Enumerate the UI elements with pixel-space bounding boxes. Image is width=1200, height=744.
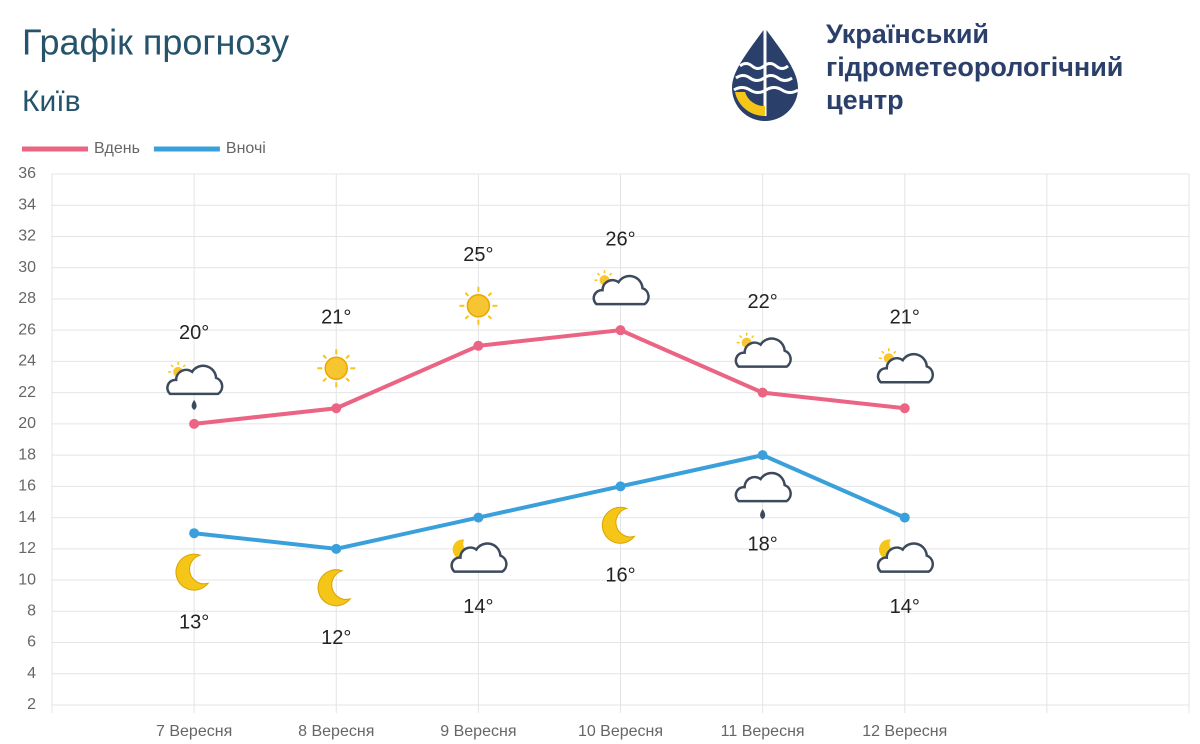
point bbox=[757, 450, 768, 461]
point bbox=[189, 418, 200, 429]
data-label: 22° bbox=[748, 291, 778, 313]
y-tick-label: 34 bbox=[18, 196, 36, 213]
data-label: 14° bbox=[890, 596, 920, 618]
data-label: 20° bbox=[179, 322, 209, 344]
y-tick-label: 32 bbox=[18, 228, 36, 245]
weather-icon bbox=[452, 539, 507, 571]
logo-text: Український bbox=[826, 19, 989, 49]
data-label: 12° bbox=[321, 627, 351, 649]
point bbox=[899, 403, 910, 414]
y-tick-label: 14 bbox=[18, 509, 36, 526]
data-label: 21° bbox=[321, 307, 351, 329]
weather-icon bbox=[736, 473, 791, 519]
x-tick-label: 8 Вересня bbox=[298, 723, 374, 740]
y-tick-label: 18 bbox=[18, 446, 36, 463]
y-tick-label: 12 bbox=[18, 540, 36, 557]
y-tick-label: 20 bbox=[18, 415, 36, 432]
data-label: 14° bbox=[463, 596, 493, 618]
y-tick-label: 28 bbox=[18, 290, 36, 307]
x-tick-label: 7 Вересня bbox=[156, 723, 232, 740]
data-label: 13° bbox=[179, 611, 209, 633]
weather-icon bbox=[318, 570, 350, 606]
y-tick-label: 36 bbox=[18, 165, 36, 182]
data-label: 25° bbox=[463, 244, 493, 266]
point bbox=[331, 543, 342, 554]
logo-text: центр bbox=[826, 85, 904, 115]
series-line bbox=[193, 328, 905, 426]
weather-icon bbox=[878, 348, 933, 382]
weather-icon bbox=[602, 507, 634, 543]
y-tick-label: 4 bbox=[27, 665, 36, 682]
point bbox=[615, 325, 626, 336]
weather-icon bbox=[176, 554, 208, 590]
series-line bbox=[193, 453, 906, 551]
x-tick-label: 11 Вересня bbox=[721, 723, 805, 740]
data-label: 16° bbox=[605, 565, 635, 587]
point bbox=[473, 340, 484, 351]
logo-text: гідрометеорологічний bbox=[826, 52, 1123, 82]
data-label: 18° bbox=[748, 533, 778, 555]
chart-title: Графік прогнозу bbox=[22, 22, 289, 63]
weather-icon bbox=[167, 362, 222, 410]
data-label: 21° bbox=[890, 307, 920, 329]
weather-icon bbox=[878, 539, 933, 571]
y-tick-label: 8 bbox=[27, 603, 36, 620]
y-tick-label: 16 bbox=[18, 478, 36, 495]
point bbox=[615, 481, 626, 492]
point bbox=[757, 387, 768, 398]
y-tick-label: 6 bbox=[27, 634, 36, 651]
chart-subtitle: Київ bbox=[22, 85, 81, 118]
logo: Український гідрометеорологічний центр bbox=[732, 19, 1123, 121]
weather-icon bbox=[594, 270, 649, 304]
x-tick-label: 10 Вересня bbox=[578, 723, 663, 740]
legend-label: Вночі bbox=[226, 140, 266, 157]
point bbox=[189, 528, 200, 539]
y-tick-label: 10 bbox=[18, 571, 36, 588]
weather-icon bbox=[736, 333, 791, 367]
data-label: 26° bbox=[605, 228, 635, 250]
y-tick-label: 2 bbox=[27, 696, 36, 713]
legend-label: Вдень bbox=[94, 140, 140, 157]
point bbox=[331, 403, 342, 414]
x-tick-label: 9 Вересня bbox=[440, 723, 516, 740]
y-tick-label: 24 bbox=[18, 353, 36, 370]
y-tick-label: 22 bbox=[18, 384, 36, 401]
point bbox=[899, 512, 910, 523]
x-tick-label: 12 Вересня bbox=[862, 723, 947, 740]
point bbox=[473, 512, 484, 523]
y-tick-label: 26 bbox=[18, 321, 36, 338]
y-tick-label: 30 bbox=[18, 259, 36, 276]
